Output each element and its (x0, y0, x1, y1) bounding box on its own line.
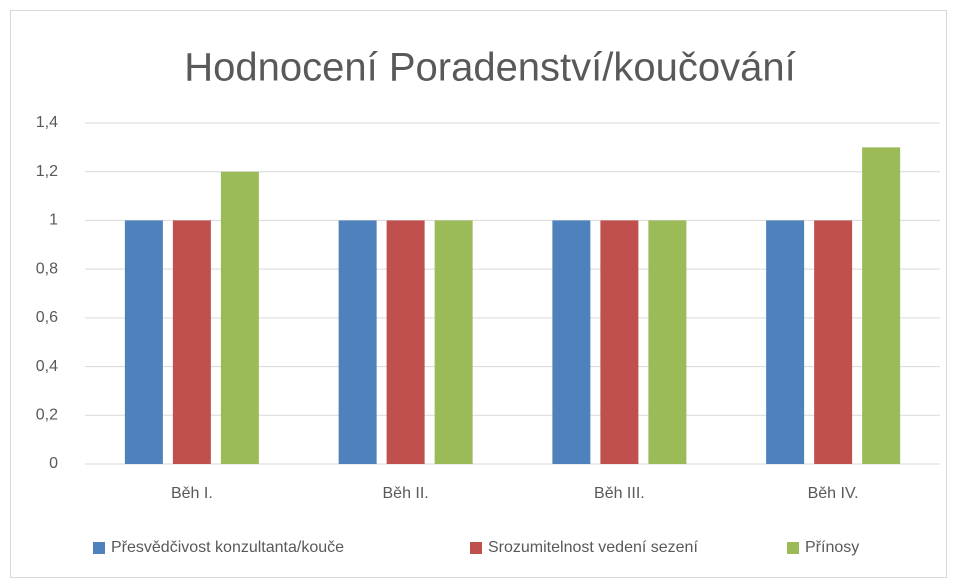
legend-label: Srozumitelnost vedení sezení (488, 539, 698, 556)
bar (172, 220, 211, 464)
bar (814, 220, 853, 464)
bar (600, 220, 639, 464)
x-tick-label: Běh IV. (808, 485, 859, 502)
bar (766, 220, 805, 464)
legend-label: Přínosy (805, 539, 859, 556)
bar (434, 220, 473, 464)
x-tick-label: Běh I. (171, 485, 213, 502)
y-tick-label: 0,2 (36, 407, 58, 424)
bar (862, 147, 901, 464)
y-tick-label: 1,2 (36, 163, 58, 180)
chart-title: Hodnocení Poradenství/koučování (184, 46, 796, 90)
bar (386, 220, 425, 464)
y-tick-label: 0,6 (36, 309, 58, 326)
y-tick-label: 1,4 (36, 114, 58, 131)
bar (220, 171, 259, 464)
bar (338, 220, 377, 464)
bar (124, 220, 163, 464)
bar (552, 220, 591, 464)
x-tick-label: Běh II. (383, 485, 429, 502)
bar (648, 220, 687, 464)
y-tick-label: 0,4 (36, 358, 58, 375)
legend-swatch (93, 542, 105, 554)
legend-swatch (470, 542, 482, 554)
y-tick-label: 1 (49, 212, 58, 229)
legend-swatch (787, 542, 799, 554)
legend-label: Přesvědčivost konzultanta/kouče (111, 539, 344, 556)
y-tick-label: 0,8 (36, 260, 58, 277)
x-tick-label: Běh III. (594, 485, 645, 502)
y-tick-label: 0 (49, 455, 58, 472)
